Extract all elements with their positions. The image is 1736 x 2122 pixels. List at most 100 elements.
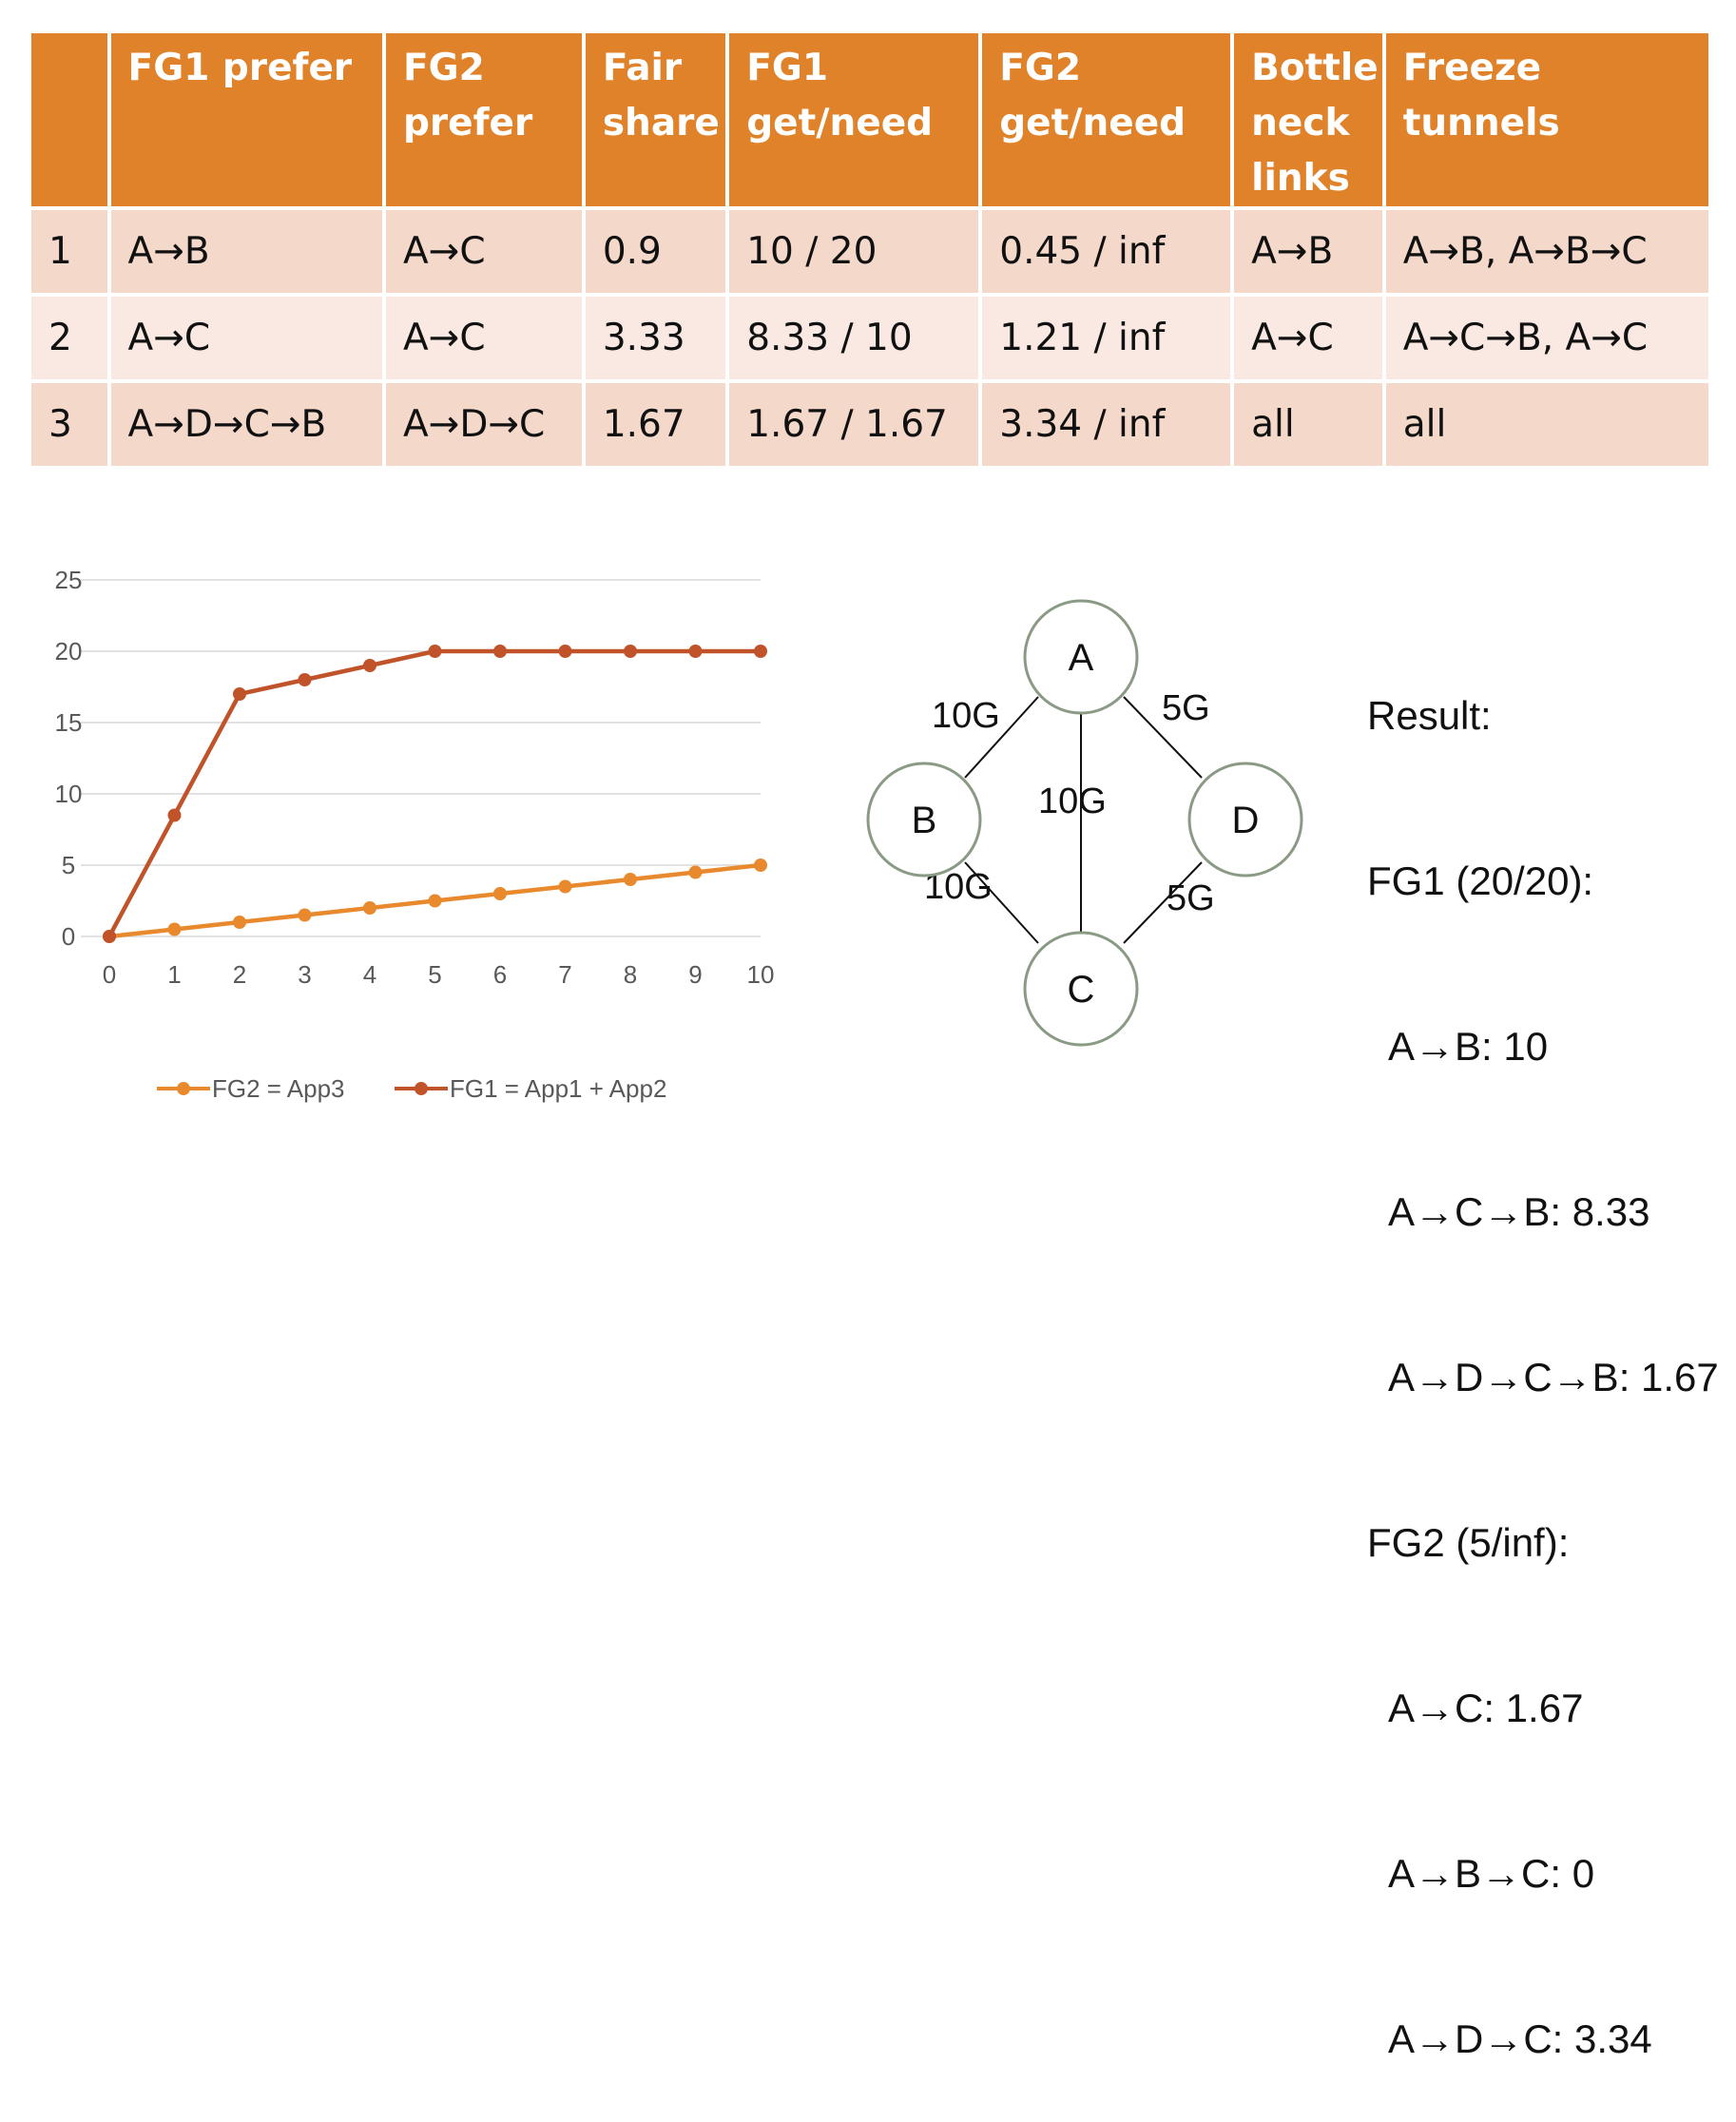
edge-label-a-b: 10G [932,696,1000,736]
table-cell: A→B [110,210,382,293]
data-point [167,808,182,822]
table-header-row: FG1 prefer FG2 prefer Fair share FG1 get… [31,33,1708,206]
edge-a-d [1123,696,1203,779]
x-tick-label: 9 [688,960,702,989]
data-point [363,659,376,672]
table-cell: A→C [1234,297,1382,379]
chart-legend: FG2 = App3 FG1 = App1 + App2 [157,1074,666,1103]
data-point [233,916,246,929]
data-point [428,645,442,658]
x-tick-label: 4 [363,960,376,989]
data-point [298,908,312,922]
legend-label: FG2 = App3 [212,1074,344,1103]
x-tick-label: 1 [167,960,181,989]
result-fg1-header: FG1 (20/20): [1367,858,1594,903]
data-point [558,645,572,658]
result-fg1-line: A→C→B: 8.33 [1388,1189,1650,1234]
node-d: D [1187,762,1303,878]
result-fg2-line: A→B→C: 0 [1388,1851,1595,1896]
data-point [624,873,637,886]
x-tick-label: 7 [558,960,571,989]
table-cell: 3.34 / inf [982,383,1231,466]
table-cell: 3.33 [585,297,726,379]
node-label-b: B [912,800,937,841]
chart-series-group [103,645,767,943]
data-point [493,887,507,900]
table-cell: A→C→B, A→C [1385,297,1708,379]
legend-swatch-marker [415,1082,428,1095]
chart-x-axis: 0 1 2 3 4 5 6 7 8 9 10 [103,960,775,989]
network-topology-diagram: 10G 5G 10G 10G 5G A B C D [866,599,1303,1047]
result-panel: Result: FG1 (20/20): A→B: 10 A→C→B: 8.33… [1367,578,1719,2122]
node-a: A [1023,599,1139,715]
data-point [754,645,767,658]
table-cell: A→D→C→B [110,383,382,466]
data-point [493,645,507,658]
node-c: C [1023,931,1139,1047]
result-fg1-line: A→D→C→B: 1.67 [1388,1355,1719,1399]
y-tick-label: 25 [55,566,83,594]
table-cell: all [1234,383,1382,466]
table-cell: A→B [1234,210,1382,293]
header-cell-freeze-tunnels: Freeze tunnels [1385,33,1708,206]
edge-label-a-c: 10G [1038,781,1107,821]
legend-swatch-marker [177,1082,190,1095]
edge-d-c [1123,861,1203,944]
fair-share-table: FG1 prefer FG2 prefer Fair share FG1 get… [28,29,1712,470]
table-cell: 3 [31,383,107,466]
y-tick-label: 15 [55,708,83,737]
table-cell: 0.45 / inf [982,210,1231,293]
header-cell-fg1-get-need: FG1 get/need [729,33,979,206]
header-cell-fg1-prefer: FG1 prefer [110,33,382,206]
node-label-a: A [1069,637,1094,679]
table-cell: 1.21 / inf [982,297,1231,379]
table-cell: 10 / 20 [729,210,979,293]
header-cell-fg2-get-need: FG2 get/need [982,33,1231,206]
data-point [428,894,442,908]
data-point [688,865,703,879]
chart-gridlines [81,579,761,937]
x-tick-label: 2 [233,960,246,989]
data-point [103,930,116,943]
table-cell: 0.9 [585,210,726,293]
x-tick-label: 3 [298,960,311,989]
x-tick-label: 10 [747,960,775,989]
edge-label-a-d: 5G [1162,688,1210,728]
y-tick-label: 0 [62,922,75,951]
table-cell: A→C [385,210,582,293]
table-cell: A→B, A→B→C [1385,210,1708,293]
data-point [624,645,637,658]
node-b: B [866,762,982,878]
table-cell: A→C [385,297,582,379]
table-cell: A→C [110,297,382,379]
result-fg2-line: A→C: 1.67 [1388,1686,1584,1730]
data-point [688,645,703,658]
table-row: 2 A→C A→C 3.33 8.33 / 10 1.21 / inf A→C … [31,297,1708,379]
data-point [754,858,767,872]
result-heading: Result: [1367,693,1492,738]
header-cell-bottleneck-links: Bottle neck links [1234,33,1382,206]
y-tick-label: 20 [55,637,83,666]
table-cell: all [1385,383,1708,466]
data-point [298,673,312,686]
data-point [363,901,376,915]
y-tick-label: 10 [55,780,83,808]
table-cell: 1 [31,210,107,293]
table-cell: 2 [31,297,107,379]
table-cell: 8.33 / 10 [729,297,979,379]
x-tick-label: 8 [624,960,637,989]
x-tick-label: 5 [428,960,441,989]
x-tick-label: 0 [103,960,116,989]
result-fg1-line: A→B: 10 [1388,1024,1549,1069]
edge-label-d-c: 5G [1167,878,1215,918]
y-tick-label: 5 [62,851,75,879]
result-fg2-header: FG2 (5/inf): [1367,1520,1570,1565]
node-label-c: C [1068,969,1095,1011]
edge-b-c [964,861,1039,944]
node-label-d: D [1232,800,1260,841]
result-fg2-line: A→D→C: 3.34 [1388,2016,1652,2061]
data-point [167,922,182,936]
table-row: 3 A→D→C→B A→D→C 1.67 1.67 / 1.67 3.34 / … [31,383,1708,466]
legend-label: FG1 = App1 + App2 [450,1074,666,1103]
header-cell-index [31,33,107,206]
